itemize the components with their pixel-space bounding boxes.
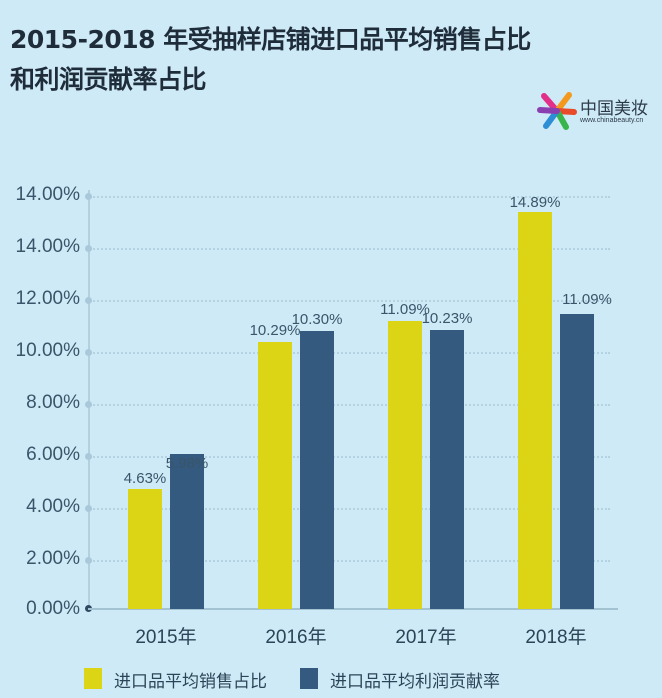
gridline (90, 196, 610, 198)
y-axis-line (88, 190, 90, 610)
tick-dot (85, 349, 92, 356)
bar-profit-share (560, 314, 594, 609)
bar-profit-share (170, 454, 204, 609)
legend-label-profit: 进口品平均利润贡献率 (330, 672, 500, 692)
bar-value-label: 10.23% (421, 310, 473, 327)
x-tick-label: 2018年 (525, 627, 587, 648)
bar-value-label: 4.63% (123, 470, 167, 487)
y-tick-label: 14.00% (15, 184, 80, 205)
tick-dot (85, 453, 92, 460)
x-tick-label: 2015年 (135, 627, 197, 648)
tick-dot (85, 193, 92, 200)
y-tick-label: 0.00% (26, 598, 80, 619)
y-tick-label: 12.00% (15, 288, 80, 309)
y-tick-label: 2.00% (26, 548, 80, 569)
bar-value-label: 10.29% (249, 322, 301, 339)
x-axis-line (88, 608, 618, 610)
y-tick-label: 4.00% (26, 496, 80, 517)
y-tick-label: 8.00% (26, 392, 80, 413)
y-tick-label: 10.00% (15, 340, 80, 361)
bar-sales-share (388, 321, 422, 609)
logo-name: 中国美妆 (580, 99, 648, 119)
bar-sales-share (518, 212, 552, 609)
tick-dot (85, 401, 92, 408)
gridline (90, 352, 610, 354)
tick-dot (85, 557, 92, 564)
tick-dot (85, 245, 92, 252)
bar-value-label: 11.09% (562, 291, 612, 308)
legend-swatch-profit (300, 668, 318, 689)
chart-title-line1: 2015-2018 年受抽样店铺进口品平均销售占比 (10, 25, 531, 54)
y-tick-label: 14.00% (15, 236, 80, 257)
chart-title-line2: 和利润贡献率占比 (10, 65, 207, 94)
bar-profit-share (300, 331, 334, 609)
bar-sales-share (258, 342, 292, 609)
tick-dot (85, 505, 92, 512)
bar-value-label: 11.09% (380, 301, 430, 318)
gridline (90, 456, 610, 458)
starburst-logo-icon (537, 92, 577, 130)
legend-swatch-sales (84, 668, 102, 689)
gridline (90, 248, 610, 250)
legend-label-sales: 进口品平均销售占比 (114, 672, 267, 692)
y-tick-label: 6.00% (26, 444, 80, 465)
tick-dot (85, 297, 92, 304)
bar-sales-share (128, 489, 162, 609)
gridline (90, 508, 610, 510)
bar-profit-share (430, 330, 464, 609)
gridline (90, 404, 610, 406)
bar-value-label: 10.30% (291, 311, 343, 328)
bar-value-label: 5.98% (165, 455, 209, 472)
x-tick-label: 2016年 (265, 627, 327, 648)
gridline (90, 560, 610, 562)
x-tick-label: 2017年 (395, 627, 457, 648)
gridline (90, 300, 610, 302)
brand-logo: 中国美妆 www.chinabeauty.cn (536, 90, 656, 134)
logo-url: www.chinabeauty.cn (580, 117, 644, 124)
bar-value-label: 14.89% (509, 194, 561, 211)
